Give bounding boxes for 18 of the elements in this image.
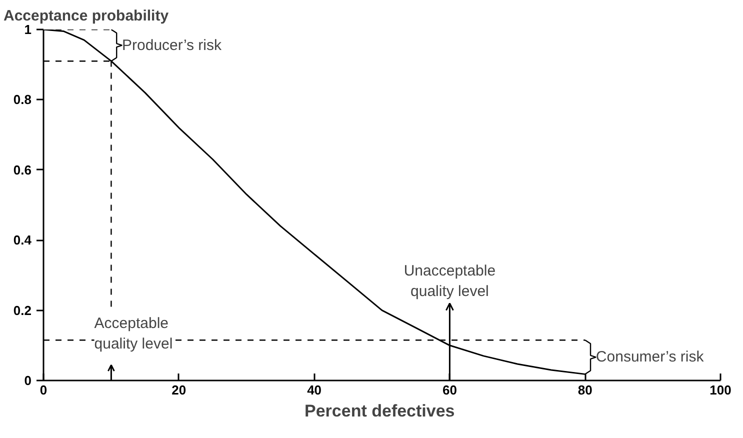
ref-line-label: Unacceptable quality level [404, 262, 496, 300]
x-tick-label: 0 [40, 382, 48, 398]
x-tick-label: 20 [172, 382, 186, 398]
x-tick-label: 60 [442, 382, 457, 398]
annotation: Producer’s risk [122, 36, 222, 54]
x-tick-label: 100 [710, 382, 732, 398]
annotation: Consumer’s risk [596, 348, 704, 366]
y-tick-label: 1 [24, 22, 32, 37]
x-tick-label: 40 [307, 382, 322, 398]
y-tick-label: 0.8 [13, 92, 32, 108]
y-axis-title: Acceptance probability [4, 8, 170, 24]
y-tick-label: 0.4 [13, 232, 32, 248]
x-axis-title: Percent defectives [304, 402, 455, 420]
ref-line-label: Acceptable quality level [94, 315, 173, 352]
y-tick-label: 0.2 [13, 302, 32, 318]
y-tick-label: 0.6 [13, 162, 32, 178]
y-tick-label: 0 [24, 373, 32, 388]
x-tick-label: 80 [578, 382, 592, 398]
